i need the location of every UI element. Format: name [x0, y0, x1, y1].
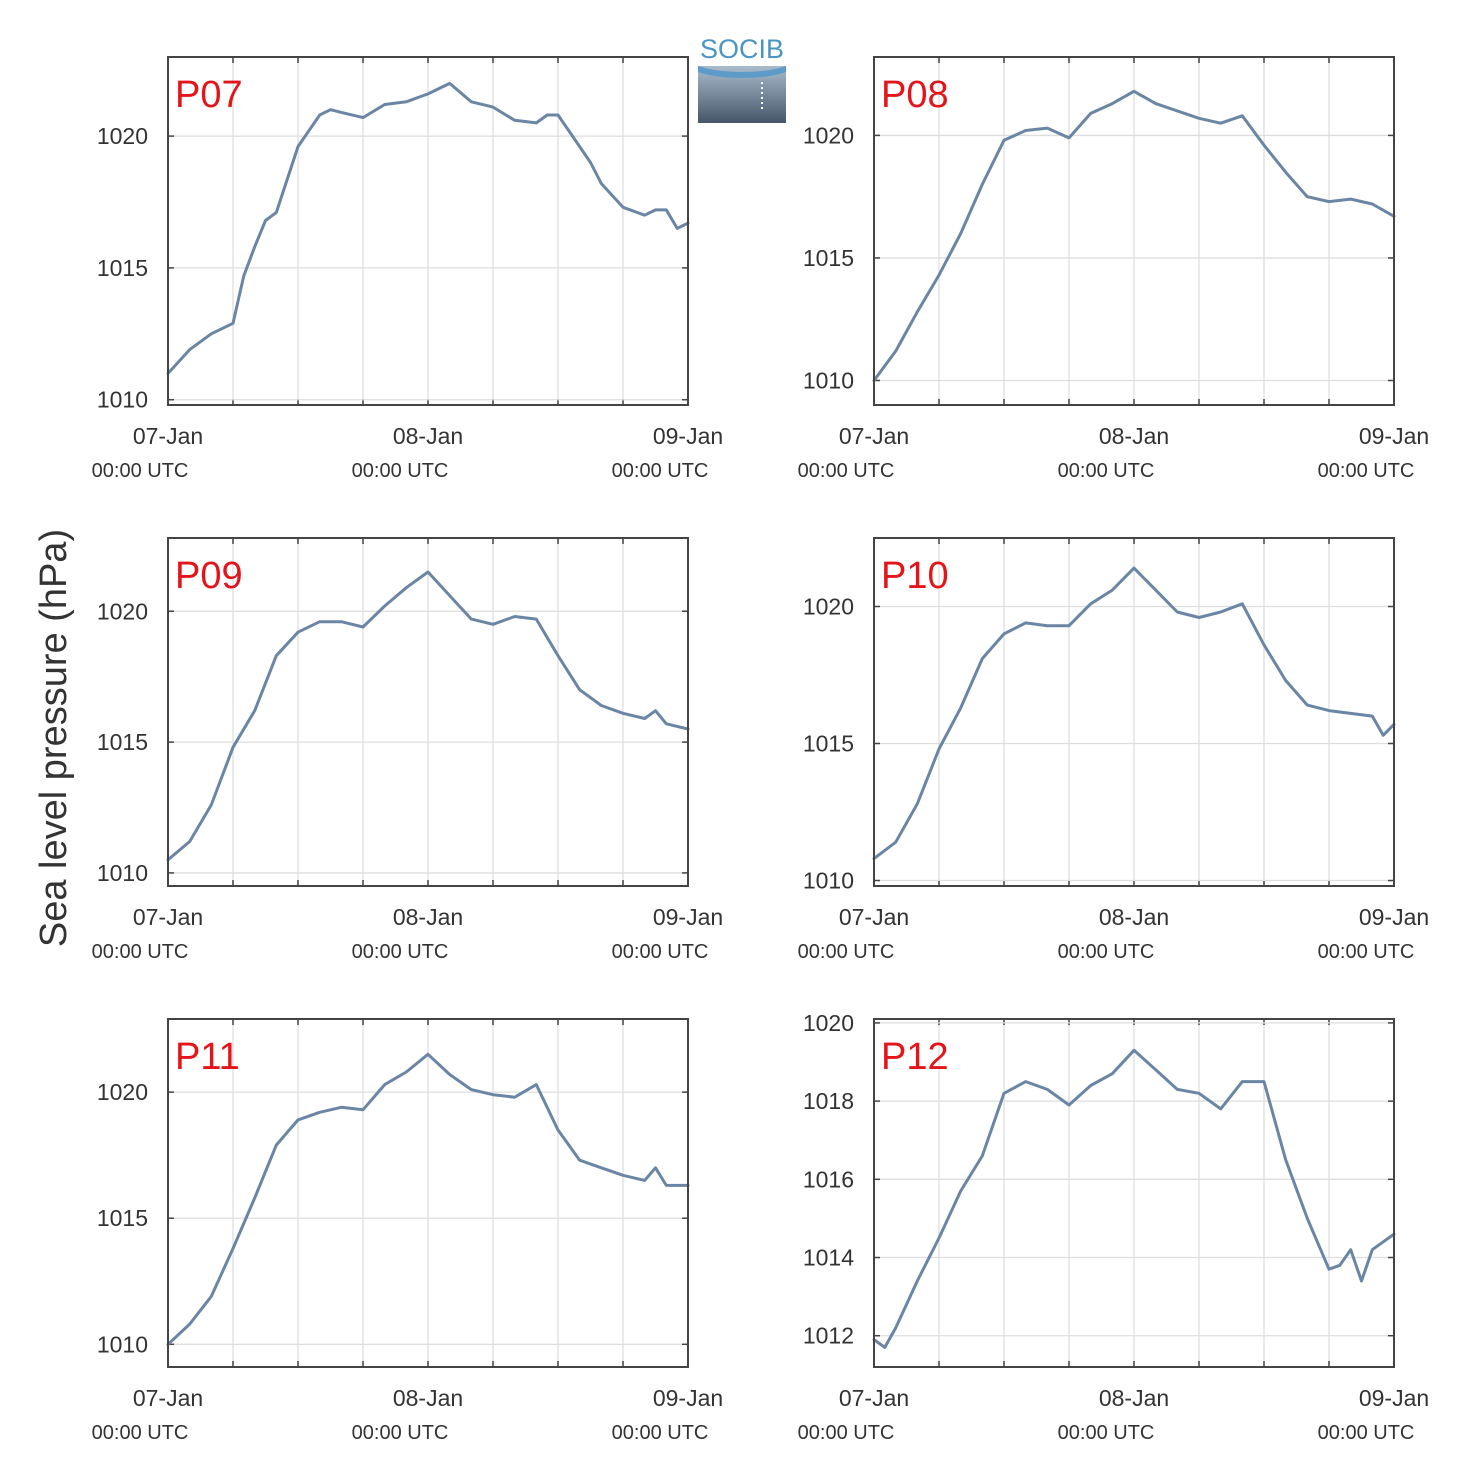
y-tick-label: 1015 [97, 1205, 148, 1231]
y-tick-label: 1020 [97, 598, 148, 624]
y-tick-label: 1015 [803, 245, 854, 271]
x-tick-label: 07-Jan [133, 904, 203, 930]
y-tick-label: 1020 [97, 1079, 148, 1105]
x-tick-label: 09-Jan [1359, 423, 1429, 449]
x-tick-sublabel: 00:00 UTC [612, 941, 709, 963]
y-tick-label: 1010 [97, 387, 148, 413]
x-tick-sublabel: 00:00 UTC [92, 1422, 189, 1444]
logo-text: SOCIB [700, 34, 784, 64]
y-tick-label: 1020 [97, 123, 148, 149]
y-tick-label: 1014 [803, 1245, 854, 1271]
panel-label: P09 [175, 555, 243, 597]
x-tick-sublabel: 00:00 UTC [352, 1422, 449, 1444]
series-line [166, 570, 690, 862]
y-tick-label: 1020 [803, 594, 854, 620]
x-tick-label: 08-Jan [1099, 1385, 1169, 1411]
logo-wave-icon [698, 66, 786, 123]
panel-label: P10 [881, 555, 949, 597]
panel-p07: 1010 1015 1020 07-Jan 00:00 UTC 08-Jan 00:00 U… [92, 56, 723, 482]
y-tick-label: 1010 [97, 1331, 148, 1357]
plot-frame [167, 537, 689, 887]
x-tick-label: 08-Jan [393, 423, 463, 449]
y-tick-label: 1018 [803, 1088, 854, 1114]
x-tick-label: 09-Jan [1359, 904, 1429, 930]
panel-p11: 1010 1015 1020 07-Jan 00:00 UTC 08-Jan 00:00 U… [92, 1018, 723, 1444]
y-tick-label: 1010 [97, 860, 148, 886]
x-tick-label: 07-Jan [133, 1385, 203, 1411]
logo-wave-crest [698, 66, 786, 78]
x-tick-sublabel: 00:00 UTC [352, 941, 449, 963]
x-tick-label: 07-Jan [839, 1385, 909, 1411]
y-tick-label: 1016 [803, 1166, 854, 1192]
x-tick-sublabel: 00:00 UTC [612, 1422, 709, 1444]
x-tick-label: 07-Jan [839, 423, 909, 449]
plot-frame [873, 1018, 1395, 1368]
x-tick-label: 09-Jan [653, 904, 723, 930]
panel-label: P11 [175, 1036, 240, 1078]
x-tick-label: 07-Jan [839, 904, 909, 930]
panel-p08: 1010 1015 1020 07-Jan 00:00 UTC 08-Jan 00:00 U… [798, 56, 1429, 482]
y-tick-label: 1020 [803, 1010, 854, 1036]
x-tick-label: 08-Jan [1099, 904, 1169, 930]
x-tick-sublabel: 00:00 UTC [92, 460, 189, 482]
y-tick-label: 1012 [803, 1323, 854, 1349]
panel-label: P08 [881, 74, 949, 116]
y-tick-label: 1015 [803, 731, 854, 757]
series-line [872, 1048, 1396, 1349]
y-tick-label: 1015 [97, 729, 148, 755]
panel-p09: 1010 1015 1020 07-Jan 00:00 UTC 08-Jan 00:00 U… [92, 537, 723, 963]
x-tick-label: 08-Jan [393, 904, 463, 930]
x-tick-sublabel: 00:00 UTC [798, 1422, 895, 1444]
socib-logo: SOCIB [698, 34, 786, 123]
x-tick-sublabel: 00:00 UTC [352, 460, 449, 482]
series-line [872, 566, 1396, 861]
x-tick-sublabel: 00:00 UTC [1058, 1422, 1155, 1444]
panel-p12: 1012 1014 1016 1018 1020 07-Jan 00:00 UTC 08-Ja… [798, 1010, 1430, 1444]
x-tick-label: 08-Jan [393, 1385, 463, 1411]
panels: 1010 1015 1020 07-Jan 00:00 UTC 08-Jan 00:00 U… [92, 56, 1430, 1444]
y-tick-label: 1010 [803, 868, 854, 894]
x-tick-label: 09-Jan [653, 423, 723, 449]
y-tick-label: 1010 [803, 367, 854, 393]
plot-frame [873, 537, 1395, 887]
x-tick-label: 07-Jan [133, 423, 203, 449]
series-line [166, 81, 690, 375]
x-tick-sublabel: 00:00 UTC [798, 941, 895, 963]
x-tick-sublabel: 00:00 UTC [1318, 460, 1415, 482]
x-tick-sublabel: 00:00 UTC [1318, 1422, 1415, 1444]
plot-frame [167, 56, 689, 406]
plot-frame [873, 56, 1395, 406]
x-tick-sublabel: 00:00 UTC [798, 460, 895, 482]
x-tick-sublabel: 00:00 UTC [612, 460, 709, 482]
series-line [872, 89, 1396, 382]
x-tick-label: 09-Jan [1359, 1385, 1429, 1411]
x-tick-label: 08-Jan [1099, 423, 1169, 449]
x-tick-sublabel: 00:00 UTC [1318, 941, 1415, 963]
x-tick-sublabel: 00:00 UTC [92, 941, 189, 963]
panel-label: P07 [175, 74, 243, 116]
x-tick-sublabel: 00:00 UTC [1058, 460, 1155, 482]
panel-p10: 1010 1015 1020 07-Jan 00:00 UTC 08-Jan 00:00 U… [798, 537, 1429, 963]
series-line [166, 1052, 690, 1346]
y-tick-label: 1020 [803, 122, 854, 148]
y-tick-label: 1015 [97, 255, 148, 281]
x-tick-sublabel: 00:00 UTC [1058, 941, 1155, 963]
x-tick-label: 09-Jan [653, 1385, 723, 1411]
panel-label: P12 [881, 1036, 949, 1078]
y-axis-label: Sea level pressure (hPa) [33, 529, 75, 947]
plot-frame [167, 1018, 689, 1368]
